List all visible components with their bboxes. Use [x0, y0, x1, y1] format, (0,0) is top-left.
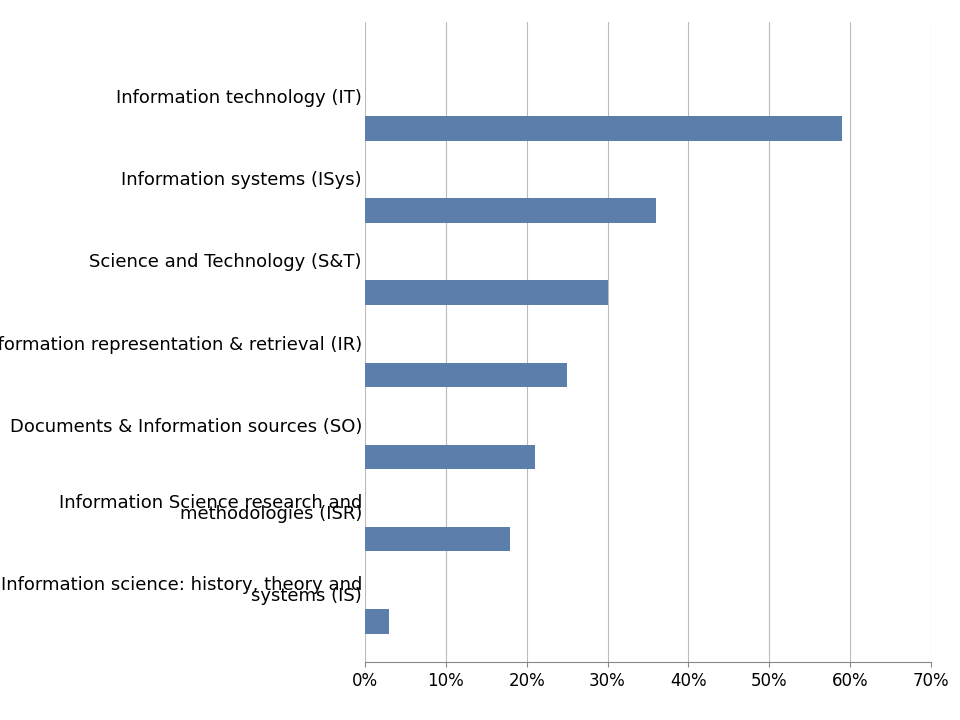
Text: methodologies (ISR): methodologies (ISR)	[180, 505, 362, 523]
Bar	[365, 609, 389, 634]
Text: Information systems (ISys): Information systems (ISys)	[121, 171, 362, 189]
Text: Information Science research and: Information Science research and	[59, 494, 362, 512]
Bar	[365, 198, 656, 223]
Bar	[365, 445, 535, 469]
Text: Documents & Information sources (SO): Documents & Information sources (SO)	[10, 418, 362, 436]
Bar	[365, 280, 608, 305]
Text: Information representation & retrieval (IR): Information representation & retrieval (…	[0, 336, 362, 354]
Bar	[365, 527, 511, 552]
Bar	[365, 116, 842, 140]
Text: systems (IS): systems (IS)	[252, 587, 362, 605]
Text: Science and Technology (S&T): Science and Technology (S&T)	[89, 253, 362, 271]
Bar	[365, 363, 567, 387]
Text: Information science: history, theory and: Information science: history, theory and	[1, 576, 362, 594]
Text: Information technology (IT): Information technology (IT)	[116, 89, 362, 107]
